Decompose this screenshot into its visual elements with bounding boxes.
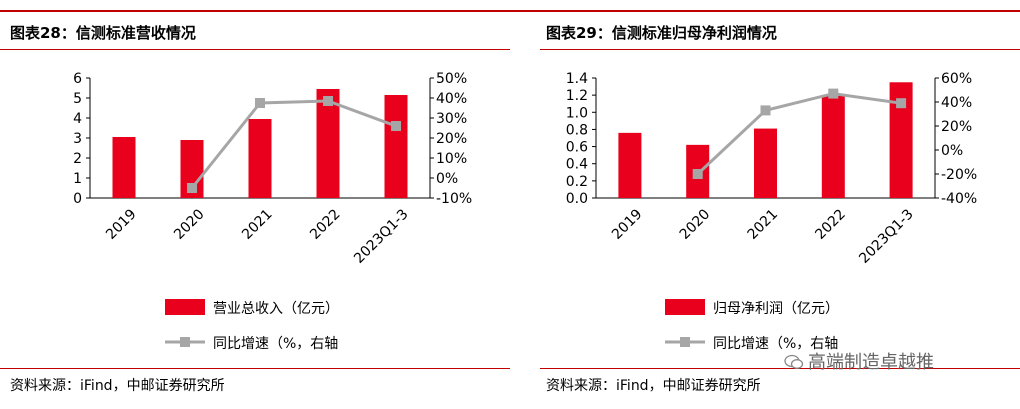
right-tick-label: -20%	[941, 167, 977, 183]
right-tick-label: 0%	[941, 143, 963, 159]
legend-bar-label: 营业总收入（亿元）	[213, 301, 339, 317]
x-tick-label: 2021	[239, 206, 276, 243]
right-tick-label: -10%	[436, 191, 472, 207]
left-tick-label: 6	[73, 71, 82, 87]
x-tick-label: 2020	[171, 206, 208, 243]
source-divider	[540, 368, 1020, 369]
growth-line	[696, 92, 902, 176]
x-tick-label: 2019	[609, 206, 646, 243]
growth-point	[187, 183, 197, 193]
right-tick-label: 30%	[436, 111, 467, 127]
legend-bar-label: 归母净利润（亿元）	[713, 300, 839, 317]
bar	[248, 119, 272, 198]
legend-line-label: 同比增速（%，右轴	[713, 336, 838, 352]
left-tick-label: 0.6	[566, 140, 588, 156]
right-tick-label: 0%	[436, 171, 458, 187]
right-tick-label: 20%	[941, 119, 972, 135]
revenue-chart: 0 1 2 3 4 5 6 -10% 0% 10% 20% 30% 40% 50% 2019 2020 2021…	[73, 71, 472, 352]
watermark-text: 高端制造卓越推	[808, 352, 934, 373]
left-tick-label: 0.0	[566, 191, 588, 207]
right-tick-label: -40%	[941, 191, 977, 207]
left-tick-label: 3	[73, 131, 82, 147]
chart-panel-net-profit: 图表29：信测标准归母净利润情况 0.0 0.2 0.4 0.6 0.8 1.0 1.2 1.…	[540, 0, 1020, 409]
net-profit-chart: 0.00.20.40.6 0.81.01.21.4 -40% -20% 0% 20% 40%…	[566, 71, 977, 352]
left-tick-label: 2	[73, 151, 82, 167]
title-divider	[540, 49, 1020, 50]
chart-title: 图表29：信测标准归母净利润情况	[546, 24, 777, 42]
right-tick-label: 50%	[436, 71, 467, 87]
top-red-rule	[0, 10, 1020, 12]
bar	[180, 140, 204, 198]
legend-line-marker	[180, 337, 190, 347]
source-divider	[0, 368, 510, 369]
bar	[112, 137, 136, 198]
x-tick-label: 2022	[812, 206, 849, 243]
right-tick-label: 20%	[436, 131, 467, 147]
right-tick-label: 40%	[941, 95, 972, 111]
growth-line	[190, 99, 397, 189]
left-tick-label: 0.2	[566, 174, 588, 190]
growth-point	[255, 98, 265, 108]
wechat-icon	[784, 354, 804, 369]
left-tick-label: 1.4	[566, 71, 588, 87]
bar	[384, 95, 408, 198]
x-tick-label: 2022	[307, 206, 344, 243]
legend-bar-swatch	[165, 299, 205, 315]
right-tick-label: 60%	[941, 71, 972, 87]
x-tick-label: 2020	[677, 206, 714, 243]
bar	[618, 132, 642, 198]
growth-point	[896, 98, 907, 109]
legend-bar-swatch	[665, 299, 705, 315]
chart-panel-revenue: 图表28：信测标准营收情况 0 1 2 3 4 5 6 -10% 0% 10% 20% 30% 40% 5…	[0, 24, 510, 394]
x-tick-label: 2021	[745, 206, 782, 243]
chart-source: 资料来源：iFind，中邮证券研究所	[10, 378, 225, 394]
right-tick-label: 10%	[436, 151, 467, 167]
right-tick-label: 40%	[436, 91, 467, 107]
bar	[889, 82, 913, 198]
growth-point	[828, 88, 839, 99]
bar	[316, 89, 340, 198]
legend-line-marker	[680, 337, 690, 347]
growth-point	[391, 121, 401, 131]
growth-point	[692, 169, 703, 179]
growth-point	[323, 96, 333, 106]
x-tick-label: 2019	[103, 206, 140, 243]
left-tick-label: 0.8	[566, 122, 588, 138]
chart-title: 图表28：信测标准营收情况	[10, 24, 196, 42]
legend-line-label: 同比增速（%，右轴	[213, 336, 338, 352]
left-tick-label: 1.2	[566, 88, 588, 104]
bar	[821, 95, 845, 198]
bar	[754, 128, 777, 198]
wechat-watermark: 高端制造卓越推	[784, 348, 934, 374]
left-tick-label: 1.0	[566, 105, 588, 121]
growth-point	[760, 105, 771, 116]
left-tick-label: 4	[73, 111, 82, 127]
title-divider	[0, 49, 510, 50]
x-tick-label: 2023Q1-3	[856, 206, 916, 266]
left-tick-label: 1	[73, 171, 82, 187]
x-tick-label: 2023Q1-3	[351, 206, 411, 266]
left-tick-label: 5	[73, 91, 82, 107]
chart-source: 资料来源：iFind，中邮证券研究所	[546, 378, 761, 394]
left-tick-label: 0	[73, 191, 82, 207]
left-tick-label: 0.4	[566, 157, 588, 173]
